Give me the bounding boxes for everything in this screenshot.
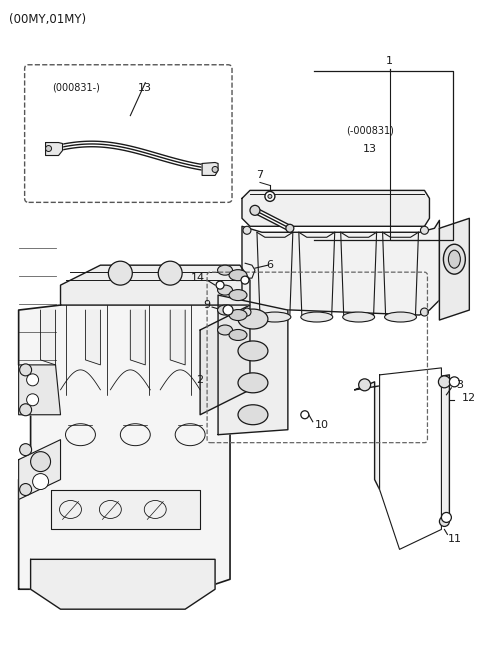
Ellipse shape xyxy=(229,310,247,320)
Polygon shape xyxy=(380,368,442,550)
Circle shape xyxy=(31,452,50,472)
Polygon shape xyxy=(41,310,56,365)
Ellipse shape xyxy=(229,290,247,301)
Circle shape xyxy=(20,483,32,496)
Circle shape xyxy=(265,191,275,201)
Text: (00MY,01MY): (00MY,01MY) xyxy=(9,13,86,26)
Ellipse shape xyxy=(217,305,232,315)
Text: (-000831): (-000831) xyxy=(346,126,394,136)
Circle shape xyxy=(212,166,218,172)
Circle shape xyxy=(243,226,251,234)
Text: 6: 6 xyxy=(266,260,274,270)
Circle shape xyxy=(216,281,224,289)
Polygon shape xyxy=(19,305,250,590)
Polygon shape xyxy=(242,191,430,226)
Circle shape xyxy=(20,364,32,376)
Polygon shape xyxy=(19,365,60,415)
Ellipse shape xyxy=(238,405,268,424)
Polygon shape xyxy=(31,559,215,609)
Polygon shape xyxy=(202,162,218,176)
Circle shape xyxy=(158,261,182,285)
Polygon shape xyxy=(439,218,469,320)
Circle shape xyxy=(20,443,32,456)
Polygon shape xyxy=(46,143,62,155)
Ellipse shape xyxy=(448,250,460,268)
Circle shape xyxy=(301,411,309,419)
Polygon shape xyxy=(170,310,185,365)
Text: 12: 12 xyxy=(461,393,476,403)
Circle shape xyxy=(420,226,429,234)
Polygon shape xyxy=(242,220,439,315)
Circle shape xyxy=(20,403,32,416)
Circle shape xyxy=(420,308,429,316)
Polygon shape xyxy=(60,265,250,305)
Text: 14: 14 xyxy=(191,273,205,283)
Polygon shape xyxy=(85,310,100,365)
Circle shape xyxy=(46,145,51,151)
Ellipse shape xyxy=(384,312,417,322)
Circle shape xyxy=(241,276,249,284)
Ellipse shape xyxy=(238,373,268,393)
Ellipse shape xyxy=(229,270,247,280)
Polygon shape xyxy=(50,489,200,529)
Text: 2: 2 xyxy=(196,375,204,385)
Circle shape xyxy=(33,474,48,489)
Text: (000831-): (000831-) xyxy=(52,83,100,93)
Polygon shape xyxy=(19,440,60,500)
Polygon shape xyxy=(355,375,449,539)
Ellipse shape xyxy=(217,265,232,275)
Circle shape xyxy=(439,516,449,527)
Text: 10: 10 xyxy=(315,420,329,430)
Ellipse shape xyxy=(259,312,291,322)
Text: 13: 13 xyxy=(362,143,377,153)
Ellipse shape xyxy=(238,309,268,329)
Polygon shape xyxy=(218,295,288,435)
Text: 13: 13 xyxy=(138,83,152,93)
Text: 3: 3 xyxy=(456,380,463,390)
Circle shape xyxy=(243,308,251,316)
Ellipse shape xyxy=(229,329,247,341)
Circle shape xyxy=(442,512,451,523)
Circle shape xyxy=(268,195,272,198)
Circle shape xyxy=(438,376,450,388)
Circle shape xyxy=(223,305,233,315)
FancyBboxPatch shape xyxy=(24,65,232,202)
Ellipse shape xyxy=(343,312,374,322)
Ellipse shape xyxy=(238,341,268,361)
Ellipse shape xyxy=(217,325,232,335)
Ellipse shape xyxy=(301,312,333,322)
Circle shape xyxy=(359,379,371,391)
Text: 11: 11 xyxy=(447,534,461,544)
Circle shape xyxy=(250,206,260,215)
Circle shape xyxy=(286,224,294,233)
Polygon shape xyxy=(130,310,145,365)
Text: 7: 7 xyxy=(256,170,264,180)
Circle shape xyxy=(26,374,38,386)
Circle shape xyxy=(449,377,459,387)
Ellipse shape xyxy=(444,244,465,274)
Circle shape xyxy=(108,261,132,285)
Polygon shape xyxy=(200,305,250,415)
Text: 1: 1 xyxy=(386,56,393,66)
Circle shape xyxy=(26,394,38,406)
Ellipse shape xyxy=(217,285,232,295)
Text: 9: 9 xyxy=(203,300,210,310)
